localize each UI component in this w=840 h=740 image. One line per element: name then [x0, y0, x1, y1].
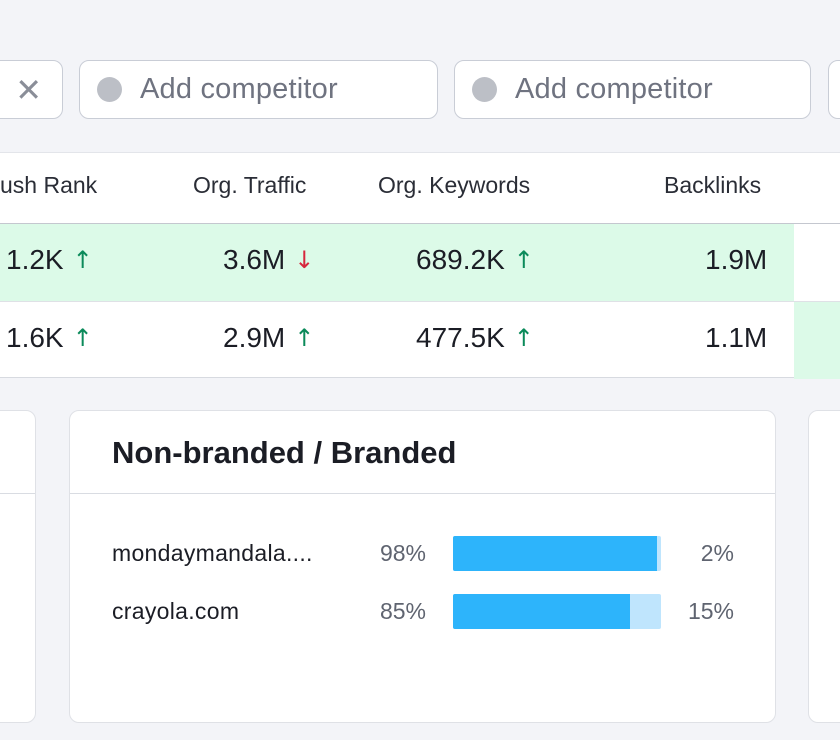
traffic-cell: 3.6M ↓ [223, 244, 314, 276]
nonbranded-fill [453, 536, 657, 571]
widget-card [0, 410, 36, 723]
trend-up-icon: ↑ [513, 246, 534, 274]
add-competitor-placeholder: Add competitor [515, 73, 713, 105]
competitor-input-existing[interactable]: ✕ [0, 60, 63, 119]
list-item[interactable]: crayola.com 85% 15% [70, 594, 775, 630]
card-header-divider [0, 493, 35, 494]
column-header-backlinks[interactable]: Backlinks [664, 172, 762, 198]
add-competitor-placeholder: Add competitor [140, 73, 338, 105]
backlinks-value: 1.9M [705, 244, 768, 275]
nonbranded-branded-card: Non-branded / Branded mondaymandala.... … [69, 410, 776, 723]
column-header-traffic[interactable]: Org. Traffic [193, 172, 307, 198]
color-dot-icon [97, 77, 122, 102]
trend-up-icon: ↑ [513, 324, 534, 352]
card-header-divider [70, 493, 775, 494]
trend-up-icon: ↑ [72, 246, 93, 274]
traffic-cell: 2.9M ↑ [223, 322, 314, 354]
add-competitor-input[interactable]: Add competitor [454, 60, 811, 119]
branded-percent: 15% [687, 598, 734, 624]
close-icon[interactable]: ✕ [15, 70, 42, 109]
nonbranded-percent: 98% [379, 540, 426, 566]
row-highlight [0, 224, 794, 301]
nonbranded-fill [453, 594, 630, 629]
rank-cell: 1.2K ↑ [6, 244, 93, 276]
backlinks-value: 1.1M [705, 322, 768, 353]
card-title: Non-branded / Branded [112, 435, 457, 470]
rank-cell: 1.6K ↑ [6, 322, 93, 354]
add-competitor-input[interactable]: Add competitor [79, 60, 438, 119]
traffic-value: 2.9M [223, 322, 286, 353]
domain-label: mondaymandala.... [112, 540, 313, 566]
keywords-value: 477.5K [416, 322, 505, 353]
trend-up-icon: ↑ [294, 324, 315, 352]
nonbranded-percent: 85% [379, 598, 426, 624]
keywords-cell: 689.2K ↑ [416, 244, 534, 276]
rank-value: 1.6K [6, 322, 64, 353]
list-item[interactable]: mondaymandala.... 98% 2% [70, 536, 775, 572]
trend-down-icon: ↓ [294, 246, 315, 274]
traffic-value: 3.6M [223, 244, 286, 275]
column-header-rank[interactable]: ush Rank [0, 172, 98, 198]
table-row[interactable]: 1.6K ↑ 2.9M ↑ 477.5K ↑ 1.1M [0, 302, 840, 379]
metrics-table: ush Rank Org. Traffic Org. Keywords Back… [0, 152, 840, 379]
branded-percent: 2% [700, 540, 734, 566]
color-dot-icon [472, 77, 497, 102]
add-competitor-input[interactable] [828, 60, 840, 119]
rank-value: 1.2K [6, 244, 64, 275]
trend-up-icon: ↑ [72, 324, 93, 352]
column-header-keywords[interactable]: Org. Keywords [378, 172, 531, 198]
keywords-value: 689.2K [416, 244, 505, 275]
row-divider [0, 301, 840, 302]
nonbranded-branded-bar[interactable] [453, 536, 661, 571]
row-highlight [794, 302, 840, 379]
widget-card [808, 410, 840, 723]
keywords-cell: 477.5K ↑ [416, 322, 534, 354]
nonbranded-branded-bar[interactable] [453, 594, 661, 629]
backlinks-cell: 1.1M [705, 322, 767, 354]
table-row[interactable]: 1.2K ↑ 3.6M ↓ 689.2K ↑ 1.9M [0, 224, 840, 301]
backlinks-cell: 1.9M [705, 244, 767, 276]
domain-label: crayola.com [112, 598, 240, 624]
header-divider [0, 223, 840, 224]
